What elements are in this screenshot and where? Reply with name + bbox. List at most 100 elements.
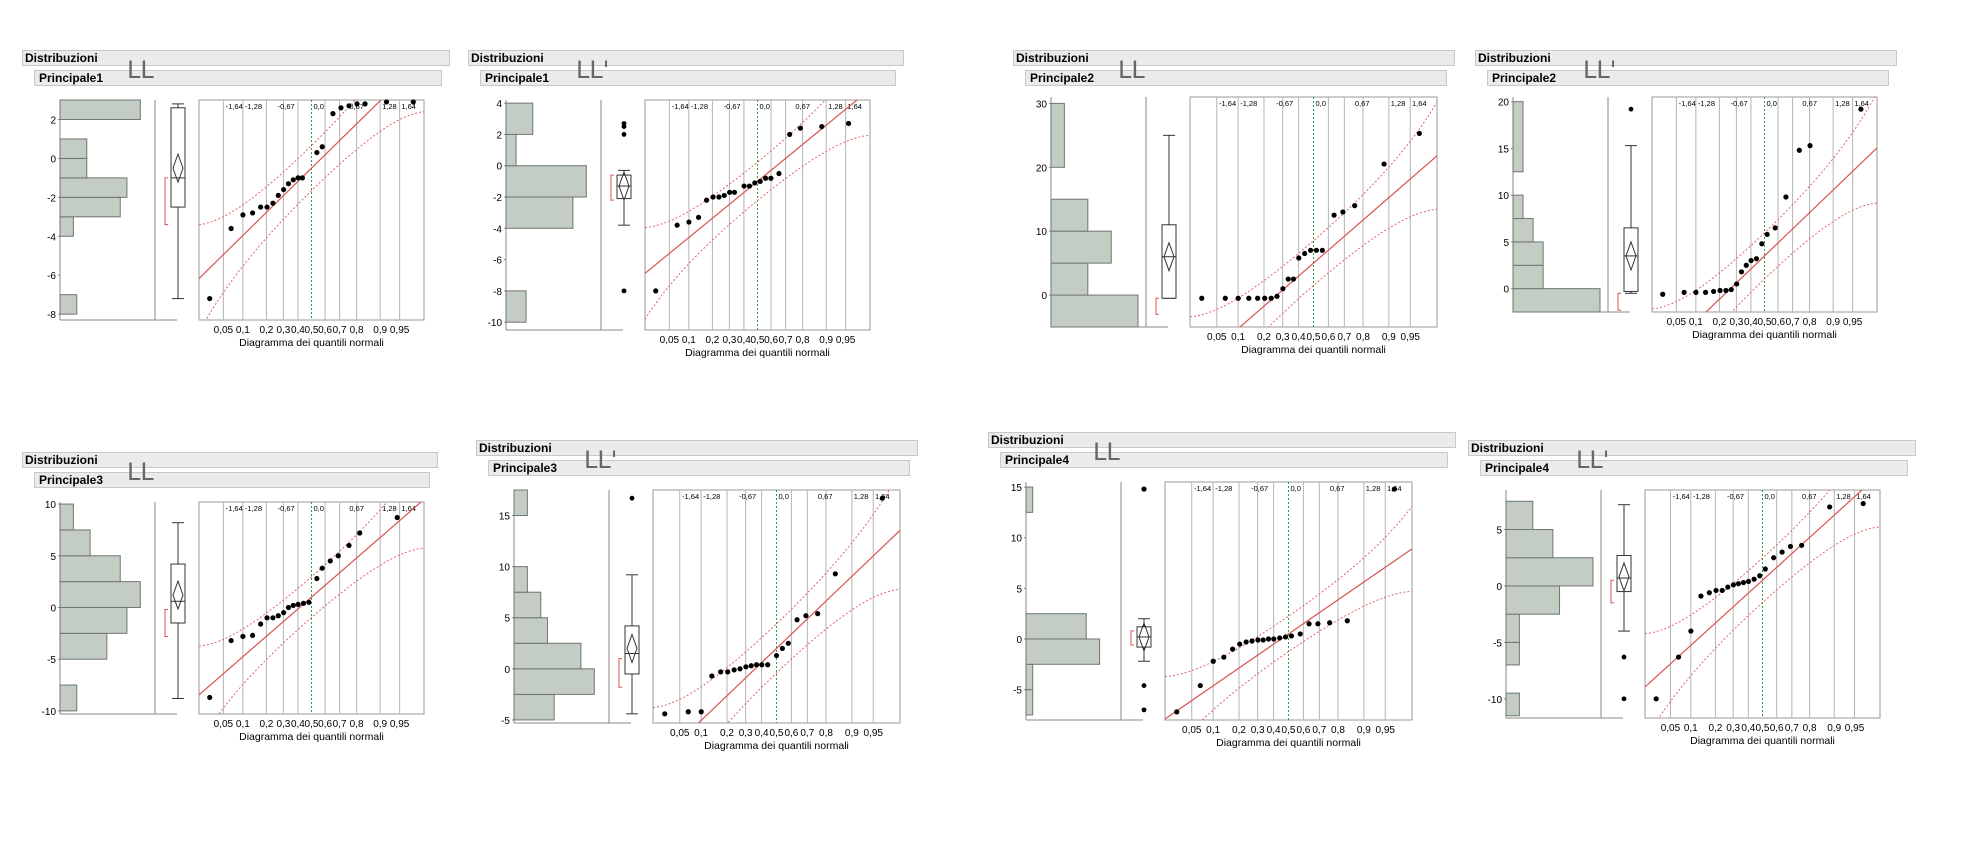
box-outlier-point	[621, 132, 627, 137]
box-mean-diamond	[1618, 561, 1630, 593]
qq-data-point	[685, 709, 691, 715]
section-header-distribuzioni[interactable]: Distribuzioni	[476, 440, 918, 456]
variable-header[interactable]: Principale4	[1000, 452, 1448, 468]
histogram-bar	[513, 617, 548, 644]
qq-prob-tick-label: 0,8	[1803, 723, 1817, 734]
histogram-bar	[1505, 641, 1520, 666]
qq-data-point	[338, 105, 344, 111]
qq-data-point	[1285, 276, 1291, 282]
section-header-distribuzioni[interactable]: Distribuzioni	[22, 452, 438, 468]
y-tick-label: 10	[1011, 534, 1023, 545]
section-header-distribuzioni[interactable]: Distribuzioni	[1013, 50, 1455, 66]
qq-z-tick-label: 0,0	[1316, 99, 1326, 108]
y-tick-label: 20	[1498, 98, 1510, 109]
qq-fit-line	[1165, 548, 1412, 720]
box-outlier-point	[1141, 707, 1147, 713]
qq-data-point	[1748, 257, 1754, 264]
qq-prob-tick-label: 0,1	[1684, 723, 1698, 734]
y-tick-label: 2	[496, 130, 502, 141]
histogram-bar	[59, 529, 91, 557]
qq-axis-caption: Diagramma dei quantili normali	[704, 740, 849, 752]
qq-prob-tick-label: 0,6	[764, 335, 778, 346]
qq-prob-tick-label: 0,8	[819, 728, 833, 739]
qq-data-point	[773, 652, 780, 659]
qq-data-point	[1730, 582, 1737, 588]
section-header-distribuzioni[interactable]: Distribuzioni	[988, 432, 1456, 448]
qq-data-point	[327, 558, 333, 564]
histogram-bar	[1505, 613, 1520, 643]
section-header-distribuzioni[interactable]: Distribuzioni	[468, 50, 904, 66]
qq-prob-tick-label: 0,3	[1251, 725, 1265, 736]
histogram-bar	[505, 196, 574, 229]
qq-data-point	[1787, 543, 1794, 550]
qq-data-point	[1772, 225, 1778, 231]
qq-prob-tick-label: 0,3	[1729, 317, 1743, 328]
histogram-bar	[505, 102, 534, 135]
section-header-distribuzioni[interactable]: Distribuzioni	[22, 50, 450, 66]
qq-data-point	[1688, 628, 1694, 634]
qq-data-point	[1290, 276, 1297, 282]
qq-data-point	[281, 610, 287, 616]
histogram-bar	[513, 693, 555, 721]
qq-data-point	[1331, 212, 1337, 218]
variable-header[interactable]: Principale1	[34, 70, 442, 86]
y-tick-label: 10	[1498, 191, 1510, 202]
qq-prob-tick-label: 0,5	[1282, 725, 1296, 736]
variable-header[interactable]: Principale2	[1025, 70, 1447, 86]
y-tick-label: 10	[499, 563, 511, 574]
qq-z-tick-label: 1,28	[382, 504, 397, 513]
qq-data-point	[785, 640, 791, 646]
variable-header[interactable]: Principale3	[34, 472, 430, 488]
qq-data-point	[1706, 590, 1712, 596]
distribution-chart: 420-2-4-6-8-100,05 0,1 0,2 0,3 0,4 0,5 0,6 0,7 0…	[488, 99, 871, 359]
qq-data-point	[819, 123, 825, 130]
qq-data-point	[1858, 106, 1864, 112]
qq-data-point	[319, 144, 325, 150]
distribution-chart: 10 5 0 -5 -10 0,05 0,1 0,2 0,3 0,4 0,5 0,6 0,7 0,8 0,9…	[42, 500, 425, 743]
qq-data-point	[295, 175, 301, 181]
histogram-bar	[1512, 101, 1524, 173]
qq-z-tick-label: 1,28	[382, 102, 397, 111]
qq-data-point	[1738, 269, 1745, 275]
qq-data-point	[1344, 618, 1350, 624]
qq-data-point	[737, 666, 743, 672]
qq-data-point	[1315, 621, 1321, 627]
qq-z-tick-label: 0,67	[1802, 99, 1817, 108]
qq-data-point	[695, 214, 702, 220]
qq-z-tick-label: 1,64	[401, 504, 416, 513]
qq-data-point	[1675, 654, 1682, 660]
qq-z-tick-label: -0,67	[1276, 99, 1293, 108]
histogram-bar	[1512, 241, 1544, 266]
section-header-distribuzioni[interactable]: Distribuzioni	[1468, 440, 1916, 456]
qq-data-point	[410, 99, 416, 105]
qq-data-point	[1725, 584, 1731, 590]
variable-header[interactable]: Principale2	[1487, 70, 1889, 86]
box-mean-diamond	[1625, 240, 1637, 272]
qq-z-tick-label: -0,67	[278, 504, 295, 513]
qq-data-point	[1734, 281, 1740, 287]
histogram-bar	[1512, 288, 1601, 313]
shortest-half-bracket	[1130, 630, 1134, 646]
variable-header[interactable]: Principale1	[480, 70, 896, 86]
histogram-bar	[59, 555, 121, 583]
qq-z-tick-label: 0,67	[1355, 99, 1370, 108]
variable-header[interactable]: Principale3	[488, 460, 910, 476]
qq-data-point	[275, 192, 281, 198]
qq-data-point	[1381, 161, 1387, 167]
qq-confidence-upper	[1190, 101, 1437, 318]
variable-header[interactable]: Principale4	[1480, 460, 1908, 476]
qq-data-point	[779, 645, 785, 651]
qq-prob-tick-label: 0,6	[784, 728, 798, 739]
qq-prob-tick-label: 0,4	[1292, 332, 1306, 343]
y-tick-label: -5	[1013, 686, 1022, 697]
qq-data-point	[1783, 194, 1789, 200]
box-outlier-point	[1141, 683, 1147, 688]
section-header-distribuzioni[interactable]: Distribuzioni	[1475, 50, 1897, 66]
qq-z-tick-label: -1,64	[1679, 99, 1696, 108]
qq-prob-tick-label: 0,1	[1231, 332, 1245, 343]
qq-frame	[644, 99, 871, 331]
qq-prob-tick-label: 0,3	[276, 325, 290, 336]
histogram-bar	[1025, 663, 1034, 691]
shortest-half-bracket	[610, 174, 614, 201]
